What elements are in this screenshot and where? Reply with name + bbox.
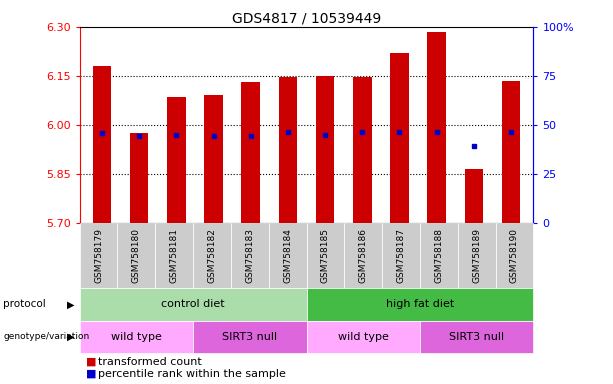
Bar <box>167 97 186 223</box>
Text: GSM758185: GSM758185 <box>321 228 330 283</box>
Text: high fat diet: high fat diet <box>386 299 454 310</box>
Bar <box>130 133 148 223</box>
Bar <box>427 32 446 223</box>
Text: GSM758188: GSM758188 <box>434 228 443 283</box>
Text: genotype/variation: genotype/variation <box>3 333 89 341</box>
Text: percentile rank within the sample: percentile rank within the sample <box>98 369 286 379</box>
Text: transformed count: transformed count <box>98 357 202 367</box>
Bar <box>390 53 409 223</box>
Bar <box>242 83 260 223</box>
Text: wild type: wild type <box>338 332 389 342</box>
Text: GSM758189: GSM758189 <box>472 228 481 283</box>
Text: GSM758180: GSM758180 <box>132 228 141 283</box>
Text: control diet: control diet <box>161 299 225 310</box>
Text: GSM758184: GSM758184 <box>283 228 292 283</box>
Bar <box>501 81 520 223</box>
Bar <box>316 76 334 223</box>
Text: protocol: protocol <box>3 299 46 310</box>
Text: wild type: wild type <box>111 332 162 342</box>
Text: GSM758190: GSM758190 <box>510 228 519 283</box>
Bar <box>465 169 483 223</box>
Text: GSM758186: GSM758186 <box>359 228 368 283</box>
Bar <box>93 66 112 223</box>
Text: ■: ■ <box>86 369 96 379</box>
Text: GDS4817 / 10539449: GDS4817 / 10539449 <box>232 12 381 25</box>
Text: GSM758181: GSM758181 <box>170 228 179 283</box>
Text: GSM758183: GSM758183 <box>245 228 254 283</box>
Text: GSM758182: GSM758182 <box>207 228 216 283</box>
Text: ■: ■ <box>86 357 96 367</box>
Bar <box>353 78 371 223</box>
Text: SIRT3 null: SIRT3 null <box>223 332 277 342</box>
Text: GSM758187: GSM758187 <box>397 228 406 283</box>
Bar <box>204 96 223 223</box>
Text: ▶: ▶ <box>67 299 74 310</box>
Text: SIRT3 null: SIRT3 null <box>449 332 504 342</box>
Text: GSM758179: GSM758179 <box>94 228 103 283</box>
Bar <box>279 78 297 223</box>
Text: ▶: ▶ <box>67 332 74 342</box>
